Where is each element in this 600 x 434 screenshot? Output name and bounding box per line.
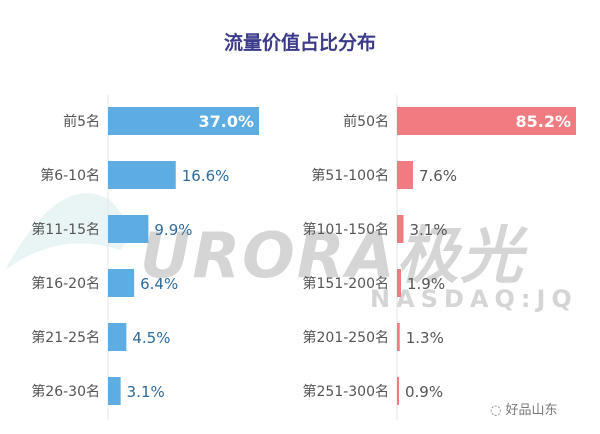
data-label: 3.1%	[127, 383, 165, 401]
data-label: 37.0%	[198, 112, 254, 131]
bar	[108, 377, 121, 405]
category-label: 第11-15名	[31, 221, 100, 238]
watermark-ticker: NASDAQ:JQ	[370, 285, 578, 313]
bar	[108, 161, 176, 189]
watermark-brand: URORA极光	[140, 219, 525, 292]
bar	[397, 215, 404, 243]
wechat-icon: ◌	[490, 403, 502, 418]
source-text: 好品山东	[505, 403, 558, 418]
data-label: 1.3%	[406, 329, 444, 347]
watermark-logo-shape	[5, 193, 128, 270]
data-label: 16.6%	[182, 167, 230, 185]
data-label: 3.1%	[410, 221, 448, 239]
bar	[397, 107, 576, 135]
bar	[108, 323, 127, 351]
bar	[397, 269, 401, 297]
data-label: 4.5%	[132, 329, 170, 347]
bar	[108, 215, 149, 243]
category-label: 第6-10名	[40, 167, 100, 184]
data-label: 0.9%	[405, 383, 443, 401]
category-label: 第21-25名	[31, 329, 100, 346]
data-label: 1.9%	[407, 275, 445, 293]
bar	[108, 269, 135, 297]
data-label: 6.4%	[140, 275, 178, 293]
chart-title: 流量价值占比分布	[223, 32, 376, 54]
category-label: 第251-300名	[303, 383, 390, 400]
category-label: 前50名	[343, 113, 389, 130]
bar	[397, 377, 399, 405]
category-label: 第51-100名	[311, 167, 389, 184]
data-label: 85.2%	[515, 112, 571, 131]
bar	[397, 161, 413, 189]
category-label: 前5名	[63, 113, 100, 130]
category-label: 第16-20名	[31, 275, 100, 292]
bar	[108, 107, 259, 135]
source-label: ◌ 好品山东	[490, 399, 558, 418]
bar	[397, 323, 400, 351]
data-label: 9.9%	[154, 221, 192, 239]
data-label: 7.6%	[419, 167, 457, 185]
category-label: 第101-150名	[303, 221, 390, 238]
category-label: 第201-250名	[303, 329, 390, 346]
category-label: 第26-30名	[31, 383, 100, 400]
category-label: 第151-200名	[303, 275, 390, 292]
